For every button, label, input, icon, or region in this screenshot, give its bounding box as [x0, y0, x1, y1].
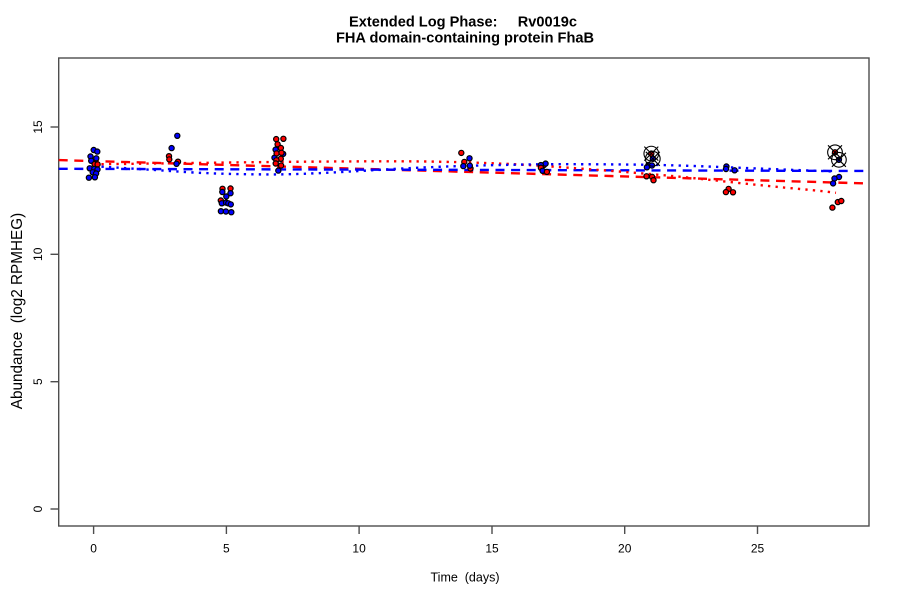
svg-text:5: 5: [31, 378, 45, 385]
svg-text:10: 10: [352, 542, 366, 556]
svg-text:5: 5: [223, 542, 230, 556]
svg-text:15: 15: [485, 542, 499, 556]
svg-text:10: 10: [31, 247, 45, 261]
svg-text:Time (days): Time (days): [431, 571, 500, 585]
svg-text:15: 15: [31, 120, 45, 134]
svg-text:0: 0: [90, 542, 97, 556]
svg-text:20: 20: [618, 542, 632, 556]
svg-text:Extended Log Phase: Rv0019: Extended Log Phase: Rv0019c: [349, 14, 577, 30]
svg-text:FHA domain-containing protein: FHA domain-containing protein FhaB: [336, 31, 594, 47]
svg-text:Abundance (log2 RPMHEG): Abundance (log2 RPMHEG): [9, 213, 26, 409]
svg-text:25: 25: [751, 542, 765, 556]
svg-text:0: 0: [31, 505, 45, 512]
